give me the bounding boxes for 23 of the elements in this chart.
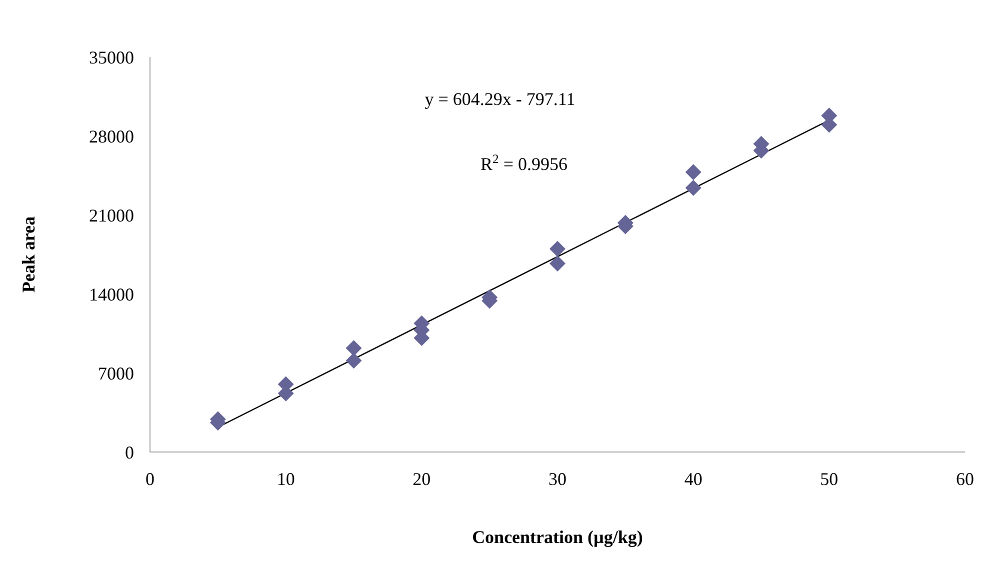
annotation: y = 604.29x - 797.11: [424, 89, 576, 109]
y-tick-label: 0: [125, 442, 134, 462]
y-tick-label: 21000: [89, 205, 134, 226]
x-tick-label: 40: [684, 468, 702, 489]
x-axis-title: Concentration (µg/kg): [472, 527, 643, 547]
point: [550, 256, 566, 272]
x-tick-label: 50: [820, 468, 838, 489]
y-tick-label: 35000: [89, 47, 134, 68]
x-tick-label: 10: [276, 468, 295, 489]
annotation: R$^{2}$ = 0.9956: [480, 152, 568, 174]
y-tick-label: 14000: [89, 284, 134, 304]
point: [550, 240, 566, 257]
y-axis-title: Peak area: [18, 216, 38, 293]
point: [346, 352, 362, 369]
point: [685, 180, 702, 196]
y-tick-label: 7000: [98, 363, 134, 384]
y-tick-label: 28000: [89, 126, 134, 146]
x-tick-label: 30: [548, 468, 566, 489]
x-tick-label: 0: [146, 468, 154, 489]
x-tick-label: 60: [956, 468, 974, 489]
point: [346, 340, 362, 356]
point: [685, 164, 702, 180]
x-tick-label: 20: [412, 468, 431, 489]
